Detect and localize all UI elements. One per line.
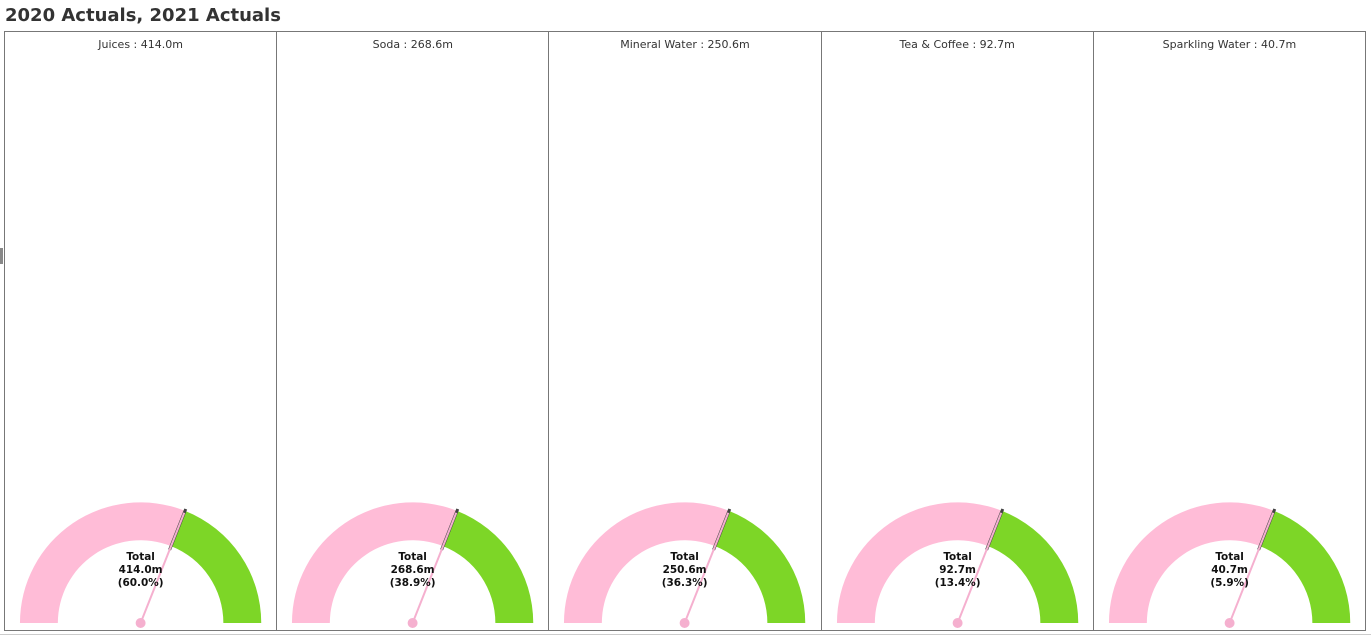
- gauge-hub: [407, 618, 418, 629]
- gauge-panel-mineral-water[interactable]: Mineral Water : 250.6m Total 250.6m (36.3%…: [549, 32, 822, 630]
- gauge-panel-juices[interactable]: Juices : 414.0m Total 414.0m (60.0%): [5, 32, 278, 630]
- gauge-center-label: 40.7m: [1211, 564, 1248, 576]
- gauge-panel-tea-coffee[interactable]: Tea & Coffee : 92.7m Total 92.7m (13.4%): [822, 32, 1094, 630]
- gauge-center-label: Total: [1215, 551, 1244, 563]
- gauge-center-label: 268.6m: [391, 564, 435, 576]
- gauge-panel-soda[interactable]: Soda : 268.6m Total 268.6m (38.9%): [277, 32, 550, 630]
- gauge-needle: [411, 512, 458, 624]
- gauge-label: Mineral Water : 250.6m: [620, 38, 750, 51]
- gauge-center-label: (5.9%): [1210, 577, 1249, 589]
- resize-handle[interactable]: [0, 248, 3, 264]
- gauge-center-label: (60.0%): [118, 577, 164, 589]
- gauge-center-label: Total: [126, 551, 155, 563]
- page-title: 2020 Actuals, 2021 Actuals: [5, 5, 281, 26]
- gauge-value-arc: [292, 502, 458, 624]
- gauge-label: Tea & Coffee : 92.7m: [899, 38, 1015, 51]
- gauge-hub: [952, 618, 963, 629]
- gauge-needle: [956, 512, 1002, 624]
- gauge-label: Juices : 414.0m: [98, 38, 183, 51]
- gauge-center-label: 250.6m: [663, 564, 707, 576]
- gauge-hub: [680, 618, 690, 629]
- gauge-center-label: 414.0m: [119, 564, 163, 576]
- gauge-needle: [1228, 512, 1275, 624]
- gauge-center-label: (36.3%): [662, 577, 708, 589]
- gauge-grid: Juices : 414.0m Total 414.0m (60.0%) Soda …: [4, 31, 1366, 631]
- gauge-center-label: Total: [399, 551, 428, 563]
- gauge-label: Soda : 268.6m: [372, 38, 453, 51]
- gauge-value-arc: [19, 502, 186, 624]
- gauge-value-arc: [564, 502, 730, 624]
- gauge-hub: [1224, 618, 1235, 629]
- gauge-target-arc: [1259, 510, 1351, 624]
- gauge-needle: [139, 512, 186, 624]
- gauge-center-label: (38.9%): [390, 577, 436, 589]
- gauge-value-arc: [836, 502, 1002, 624]
- gauge-center-label: 92.7m: [939, 564, 976, 576]
- gauge-center-label: (13.4%): [934, 577, 980, 589]
- gauge-target-arc: [987, 510, 1078, 624]
- gauge-panel-sparkling-water[interactable]: Sparkling Water : 40.7m Total 40.7m (5.9%): [1094, 32, 1365, 630]
- divider: [0, 634, 1371, 635]
- gauge-target-arc: [171, 510, 262, 624]
- gauge-label: Sparkling Water : 40.7m: [1162, 38, 1297, 51]
- gauge-hub: [135, 618, 146, 629]
- gauge-value-arc: [1108, 502, 1274, 624]
- gauge-center-label: Total: [943, 551, 972, 563]
- gauge-center-label: Total: [671, 551, 700, 563]
- gauge-target-arc: [443, 510, 534, 624]
- gauge-target-arc: [715, 510, 806, 624]
- gauge-needle: [684, 512, 730, 624]
